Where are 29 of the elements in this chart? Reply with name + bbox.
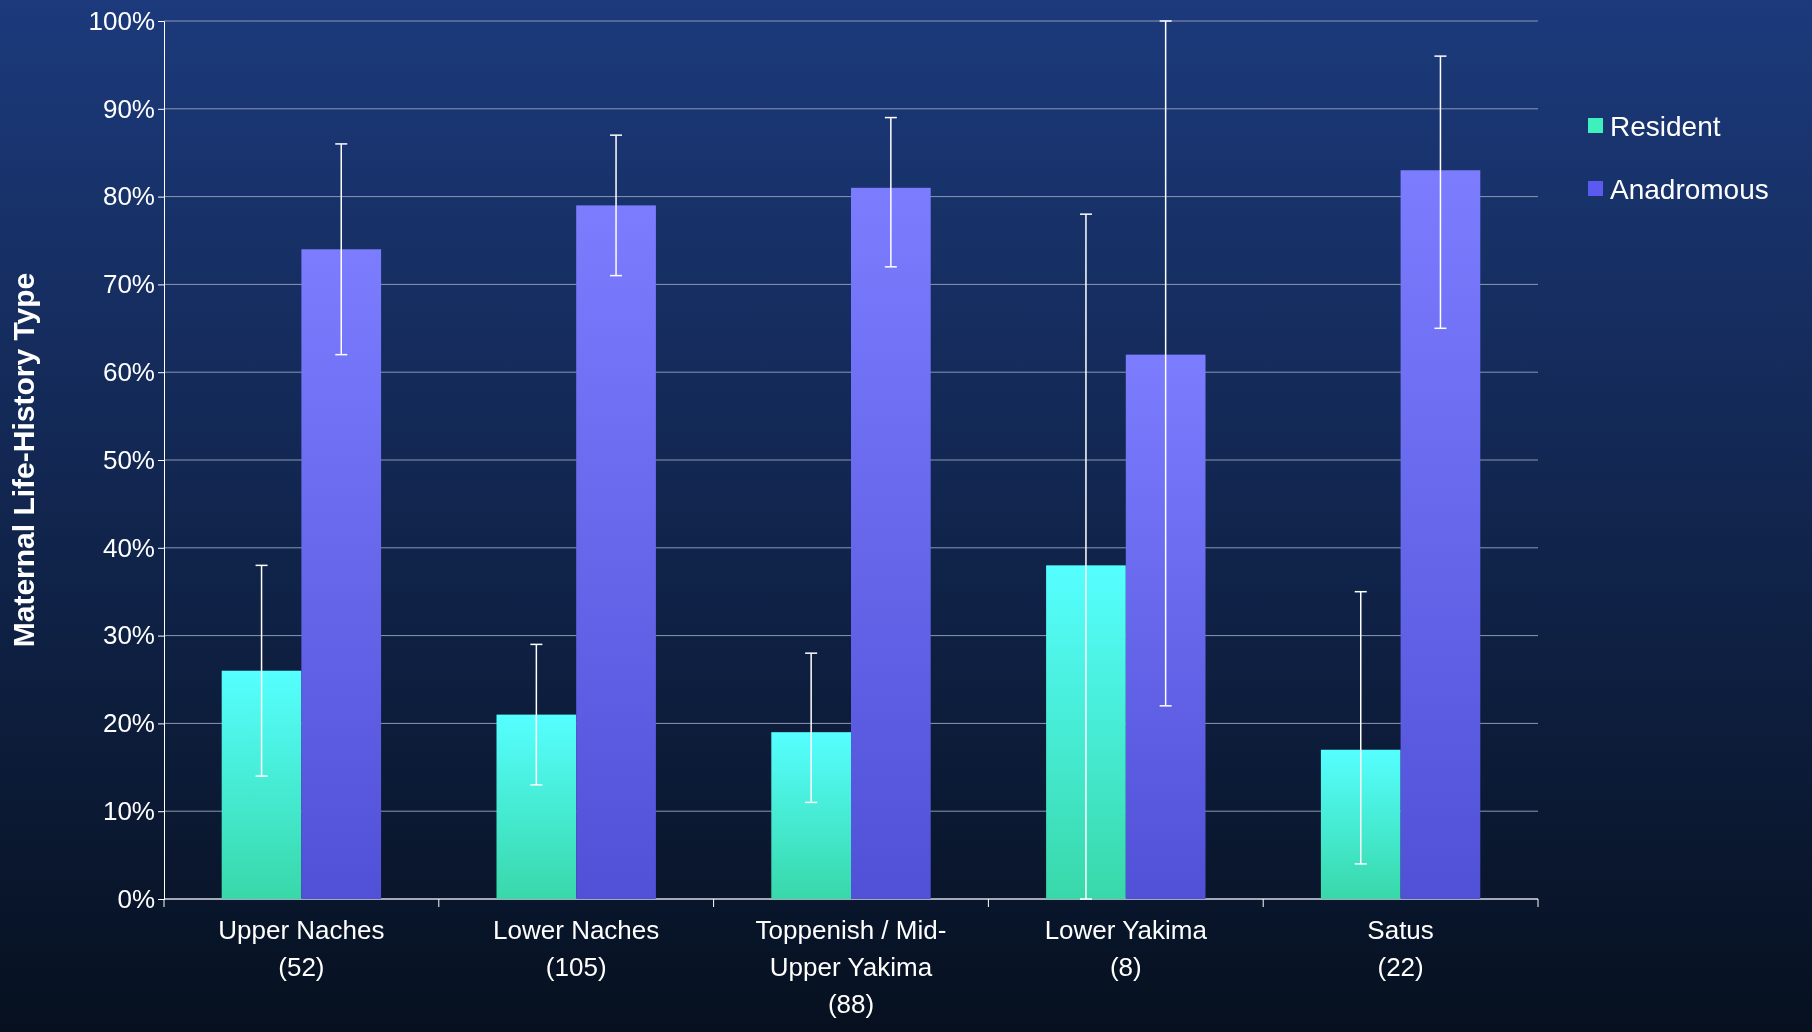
bar bbox=[851, 187, 931, 899]
bar bbox=[1046, 565, 1126, 899]
y-tick-label: 60% bbox=[102, 357, 155, 388]
y-tick-label: 80% bbox=[102, 181, 155, 212]
y-tick-label: 50% bbox=[102, 444, 155, 475]
legend-label: Anadromous bbox=[1610, 173, 1769, 205]
bar bbox=[576, 205, 656, 899]
y-tick-label: 20% bbox=[102, 708, 155, 739]
y-axis-title: Maternal Life-History Type bbox=[7, 272, 40, 648]
y-tick-label: 0% bbox=[117, 883, 155, 914]
y-tick-label: 10% bbox=[102, 796, 155, 827]
y-tick-label: 90% bbox=[102, 93, 155, 124]
bar bbox=[1400, 170, 1481, 899]
y-tick-label: 30% bbox=[102, 620, 155, 651]
bar bbox=[301, 249, 382, 899]
x-tick-label: Toppenish / Mid- Upper Yakima (88) bbox=[755, 915, 947, 1019]
y-tick-label: 40% bbox=[102, 532, 155, 563]
x-tick-label: Upper Naches (52) bbox=[218, 915, 385, 982]
bar bbox=[221, 670, 302, 899]
legend-label: Resident bbox=[1610, 110, 1721, 142]
x-tick-label: Lower Yakima (8) bbox=[1044, 915, 1208, 982]
x-tick-label: Satus (22) bbox=[1367, 915, 1434, 982]
x-tick-label: Lower Naches (105) bbox=[493, 915, 660, 982]
y-tick-label: 100% bbox=[88, 5, 155, 36]
bar bbox=[496, 714, 577, 899]
bar bbox=[1125, 354, 1206, 899]
y-tick-label: 70% bbox=[102, 269, 155, 300]
bar bbox=[771, 732, 851, 899]
bar bbox=[1320, 749, 1401, 899]
